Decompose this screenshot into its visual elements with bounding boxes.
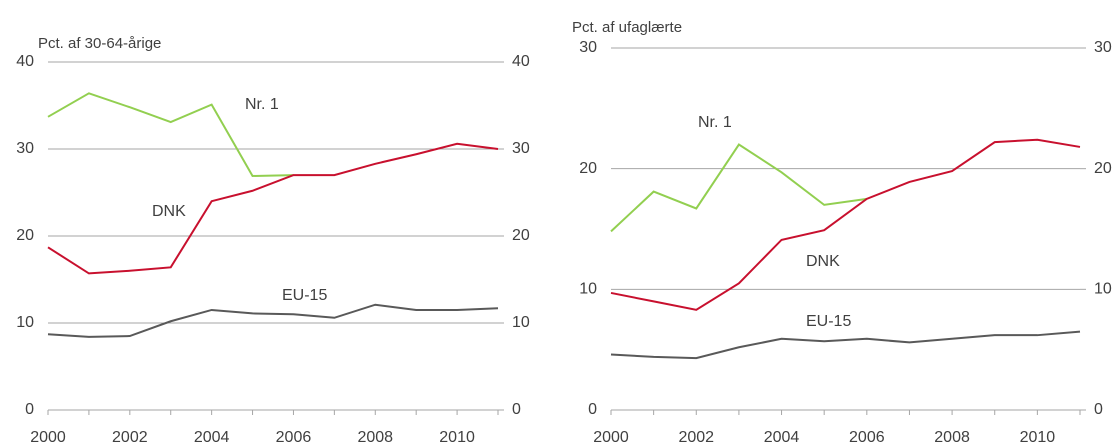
- x-tick-label: 2004: [194, 429, 230, 446]
- y-tick-label: 10: [579, 281, 597, 298]
- y2-tick-label: 30: [1094, 39, 1112, 56]
- series-line: [610, 143, 867, 233]
- y2-tick-label: 30: [512, 140, 530, 157]
- y-tick-label: 30: [16, 140, 34, 157]
- y2-tick-label: 10: [1094, 281, 1112, 298]
- series-label: DNK: [806, 253, 840, 270]
- x-tick-label: 2010: [439, 429, 475, 446]
- series-line: [47, 142, 499, 275]
- x-tick-label: 2008: [357, 429, 393, 446]
- series-label: EU-15: [282, 287, 327, 304]
- series-label: EU-15: [806, 313, 851, 330]
- y2-tick-label: 0: [1094, 401, 1103, 418]
- y-axis-label: Pct. af 30-64-årige: [38, 35, 161, 52]
- y-tick-label: 40: [16, 53, 34, 70]
- y2-tick-label: 20: [512, 227, 530, 244]
- y-tick-label: 20: [16, 227, 34, 244]
- y-tick-label: 10: [16, 314, 34, 331]
- y-axis-label: Pct. af ufaglærte: [572, 19, 682, 36]
- series-line: [47, 92, 294, 177]
- x-tick-label: 2000: [593, 429, 629, 446]
- series-line: [610, 330, 1081, 360]
- y-tick-label: 0: [25, 401, 34, 418]
- x-tick-label: 2002: [112, 429, 148, 446]
- x-tick-label: 2006: [276, 429, 312, 446]
- y2-tick-label: 0: [512, 401, 521, 418]
- series-line: [47, 303, 499, 338]
- x-tick-label: 2008: [934, 429, 970, 446]
- series-label: DNK: [152, 203, 186, 220]
- x-tick-label: 2004: [764, 429, 800, 446]
- y-tick-label: 0: [588, 401, 597, 418]
- series-label: Nr. 1: [698, 114, 732, 131]
- y-tick-label: 20: [579, 160, 597, 177]
- x-tick-label: 2002: [678, 429, 714, 446]
- x-tick-label: 2010: [1020, 429, 1056, 446]
- x-tick-label: 2000: [30, 429, 66, 446]
- y2-tick-label: 40: [512, 53, 530, 70]
- series-label: Nr. 1: [245, 96, 279, 113]
- y-tick-label: 30: [579, 39, 597, 56]
- series-line: [610, 138, 1081, 311]
- x-tick-label: 2006: [849, 429, 885, 446]
- y2-tick-label: 10: [512, 314, 530, 331]
- y2-tick-label: 20: [1094, 160, 1112, 177]
